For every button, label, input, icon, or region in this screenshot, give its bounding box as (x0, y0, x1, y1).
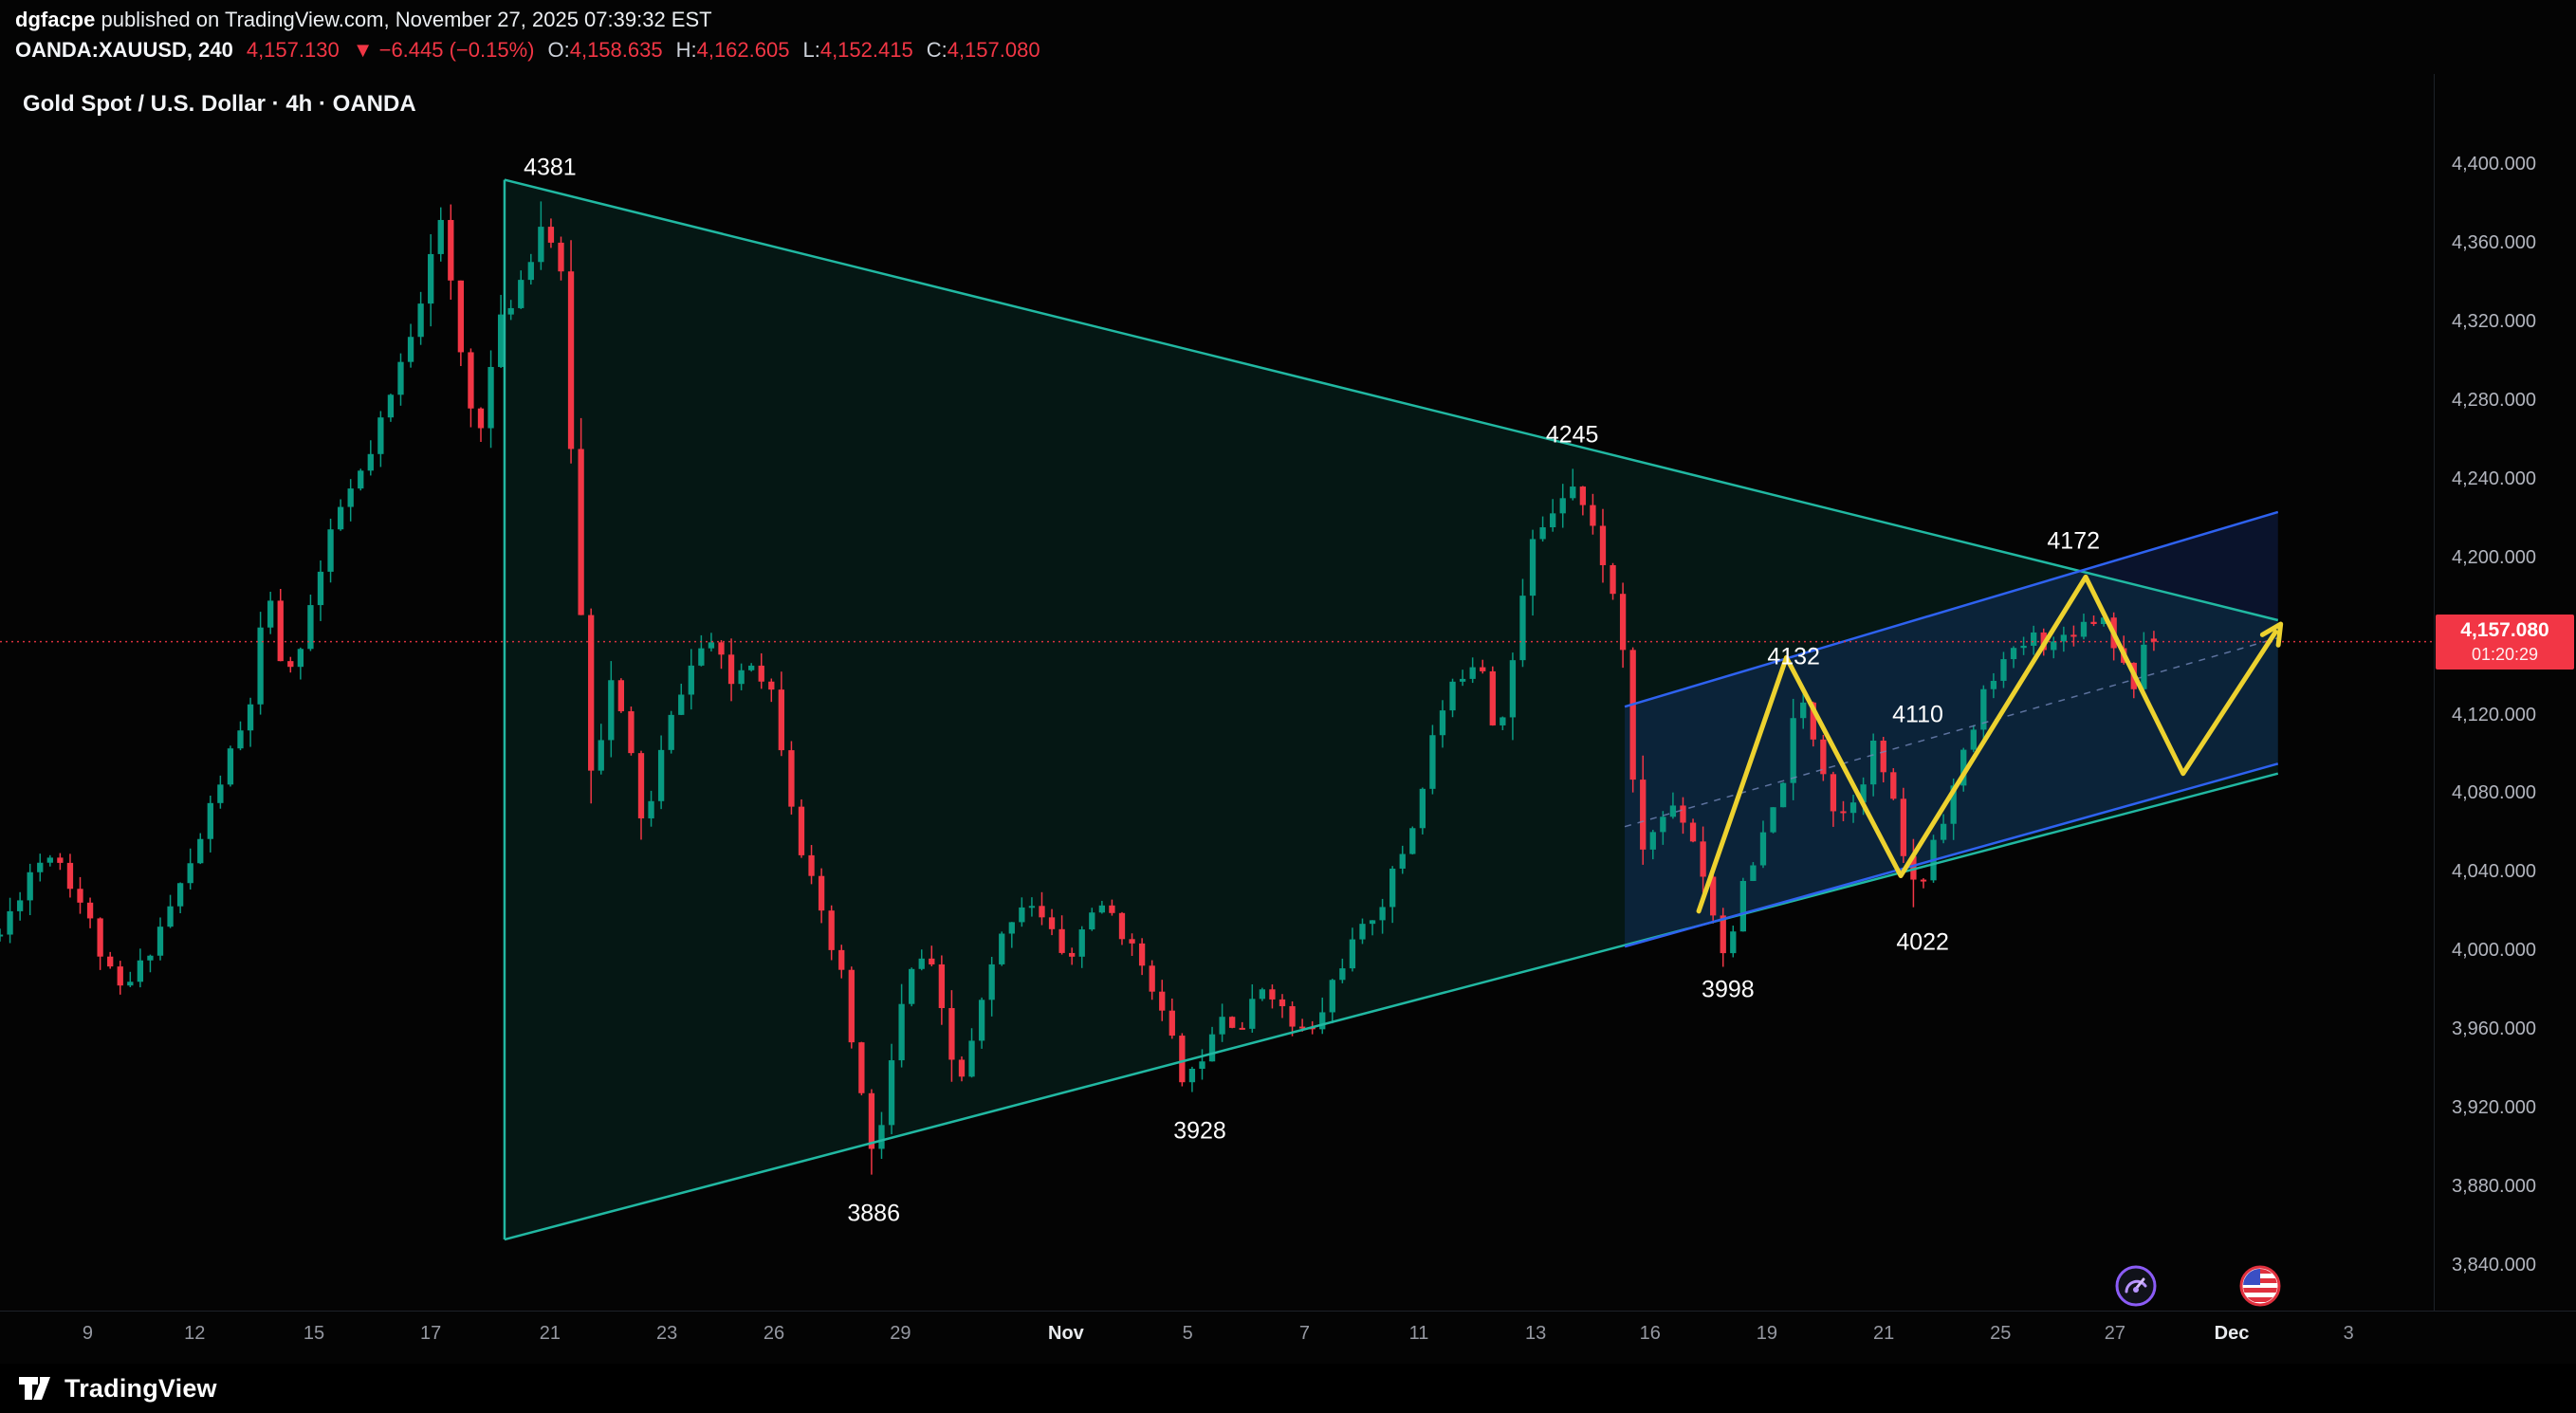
last-price: 4,157.130 (246, 38, 340, 62)
price-axis-label: 3,920.000 (2452, 1097, 2536, 1119)
low-value: 4,152.415 (819, 38, 913, 62)
brand-name: TradingView (64, 1373, 217, 1403)
open-value: 4,158.635 (569, 38, 663, 62)
high-value: 4,162.605 (696, 38, 790, 62)
price-axis-label: 4,280.000 (2452, 389, 2536, 411)
price-axis-label: 4,360.000 (2452, 231, 2536, 253)
time-axis-label: 13 (1525, 1323, 1547, 1344)
open-label: O: (547, 38, 570, 62)
price-axis-label: 4,120.000 (2452, 704, 2536, 725)
time-axis-label: 12 (184, 1323, 206, 1344)
time-axis-label: 11 (1408, 1323, 1429, 1344)
us-flag-icon (2239, 1265, 2281, 1307)
ohlc-low: L:4,152.415 (802, 38, 912, 63)
low-label: L: (802, 38, 820, 62)
time-axis-label: 5 (1182, 1323, 1193, 1344)
ohlc-high: H:4,162.605 (676, 38, 790, 63)
footer-bar: TradingView (0, 1364, 2576, 1413)
ohlc-close: C:4,157.080 (927, 38, 1040, 63)
time-axis-label: 17 (420, 1323, 442, 1344)
ohlc-open: O:4,158.635 (547, 38, 662, 63)
time-axis-label: 25 (1990, 1323, 2012, 1344)
time-axis-label: 16 (1639, 1323, 1661, 1344)
flag-button[interactable] (2237, 1263, 2283, 1309)
price-axis-label: 3,880.000 (2452, 1176, 2536, 1198)
close-label: C: (926, 38, 948, 62)
price-axis-label: 4,320.000 (2452, 310, 2536, 332)
price-axis-label: 4,000.000 (2452, 940, 2536, 962)
price-axis-label: 4,200.000 (2452, 546, 2536, 568)
time-axis-label: Nov (1048, 1323, 1084, 1344)
purple-gauge-icon (2115, 1265, 2157, 1307)
time-axis-label: 9 (82, 1323, 93, 1344)
symbol-name: OANDA:XAUUSD, 240 (15, 38, 233, 62)
tradingview-logo[interactable] (17, 1373, 53, 1404)
time-axis-label: Dec (2214, 1323, 2250, 1344)
time-axis[interactable]: 9 12 15 17 21 23 26 29 Nov 5 7 11 13 16 19 21 25 27 Dec 3 (0, 1311, 2576, 1365)
price-axis[interactable]: 4,400.000 4,360.000 4,320.000 4,280.000 4,24… (2434, 74, 2576, 1311)
price-change: ▼ −6.445 (−0.15%) (352, 38, 535, 62)
price-axis-label: 4,400.000 (2452, 154, 2536, 174)
current-price: 4,157.080 (2460, 619, 2549, 642)
close-value: 4,157.080 (947, 38, 1040, 62)
time-axis-label: 15 (303, 1323, 325, 1344)
publish-info: dgfacpe published on TradingView.com, No… (15, 8, 712, 32)
time-axis-label: 21 (1872, 1323, 1895, 1344)
high-label: H: (675, 38, 697, 62)
current-price-box: 4,157.080 01:20:29 (2436, 614, 2574, 670)
time-axis-label: 3 (2343, 1323, 2354, 1344)
time-axis-label: 21 (539, 1323, 561, 1344)
price-axis-label: 3,960.000 (2452, 1018, 2536, 1040)
bar-countdown: 01:20:29 (2471, 644, 2539, 664)
time-axis-label: 19 (1756, 1323, 1778, 1344)
chart-title: Gold Spot / U.S. Dollar · 4h · OANDA (23, 91, 416, 117)
price-axis-label: 4,080.000 (2452, 782, 2536, 804)
publisher-name: dgfacpe (15, 8, 96, 31)
price-axis-label: 3,840.000 (2452, 1255, 2536, 1275)
time-axis-label: 26 (763, 1323, 785, 1344)
publish-details: published on TradingView.com, November 2… (95, 8, 712, 31)
time-axis-label: 7 (1298, 1323, 1310, 1344)
symbol-info-bar: OANDA:XAUUSD, 240 4,157.130 ▼ −6.445 (−0… (15, 38, 1040, 63)
price-axis-label: 4,240.000 (2452, 468, 2536, 489)
gauge-button[interactable] (2113, 1263, 2159, 1309)
price-axis-label: 4,040.000 (2452, 861, 2536, 883)
time-axis-label: 23 (655, 1323, 678, 1344)
time-axis-label: 29 (890, 1323, 911, 1344)
time-axis-label: 27 (2104, 1323, 2125, 1344)
